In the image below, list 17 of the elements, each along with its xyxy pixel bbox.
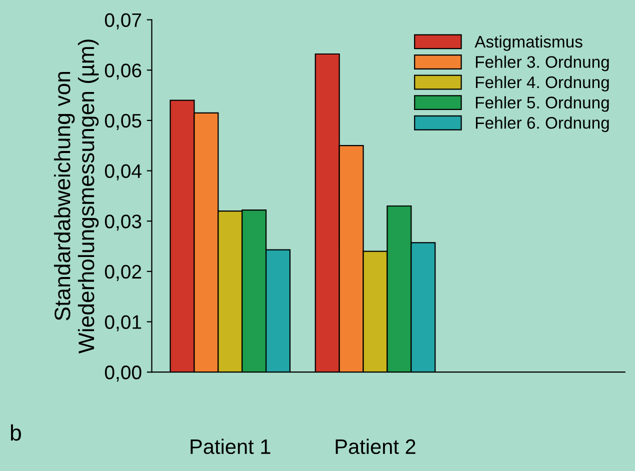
y-tick-label: 0,03 <box>104 214 142 231</box>
y-tick-label: 0,06 <box>104 64 142 80</box>
legend-label: Fehler 5. Ordnung <box>476 96 609 112</box>
y-tick-label: 0,02 <box>104 264 142 281</box>
y-axis-title: Standardabweichung von Wiederholungsmessungen (µm) <box>54 40 99 354</box>
legend-label: Astigmatismus <box>474 35 582 51</box>
x-tick-label: Patient 2 <box>336 438 416 454</box>
legend-label: Fehler 3. Ordnung <box>476 56 609 72</box>
y-tick-label: 0,05 <box>104 114 142 130</box>
legend-label: Fehler 6. Ordnung <box>476 116 609 132</box>
y-tick-label: 0,00 <box>104 366 142 382</box>
x-tick-label: Patient 1 <box>190 438 270 454</box>
y-tick-label: 0,04 <box>104 164 142 180</box>
y-tick-label: 0,07 <box>104 13 142 30</box>
legend-label: Fehler 4. Ordnung <box>476 76 609 92</box>
text: b <box>10 424 21 441</box>
y-tick-label: 0,01 <box>104 315 142 332</box>
